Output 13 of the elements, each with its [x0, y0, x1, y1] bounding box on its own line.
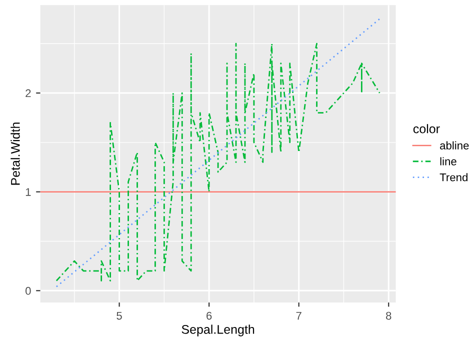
legend-title: color — [413, 124, 440, 134]
x-tick-label: 7 — [296, 312, 302, 320]
x-tick-label: 6 — [206, 312, 212, 320]
legend-label: Trend — [440, 173, 468, 182]
x-axis-title: Sepal.Length — [182, 324, 254, 336]
y-axis-title: Petal.Width — [10, 122, 20, 185]
legend-label: line — [440, 157, 456, 166]
legend-label: abline — [440, 141, 469, 150]
y-tick-label: 1 — [26, 188, 31, 196]
x-tick-label: 5 — [116, 312, 122, 320]
y-tick-label: 2 — [26, 89, 31, 98]
y-tick-label: 0 — [26, 286, 31, 295]
x-tick-label: 8 — [386, 312, 392, 320]
